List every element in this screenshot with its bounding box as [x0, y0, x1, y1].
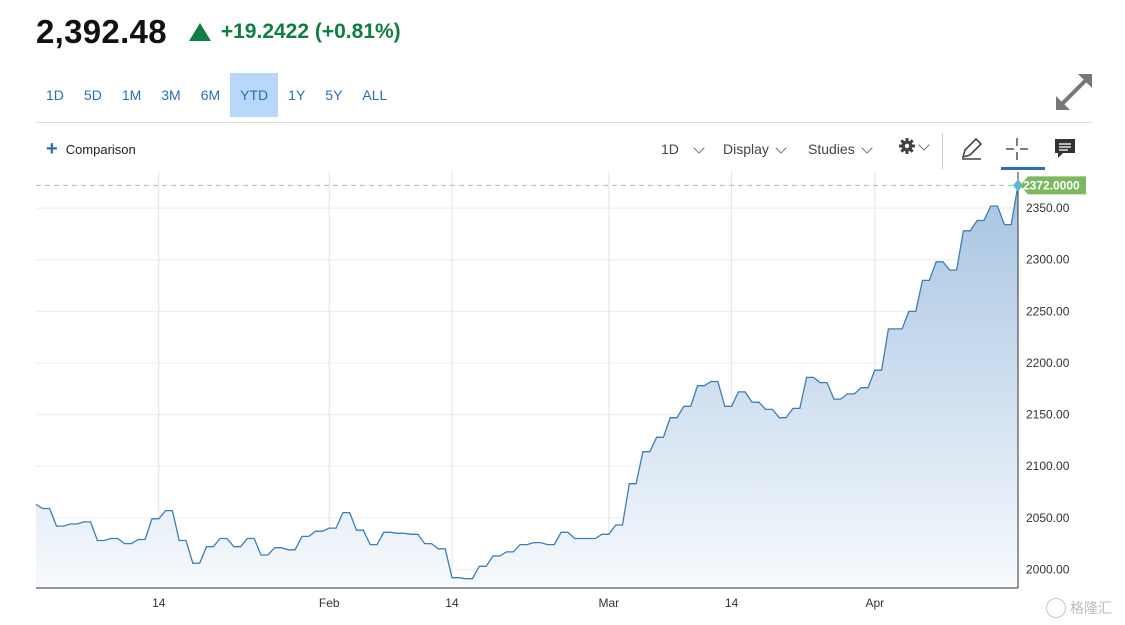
range-button-1y[interactable]: 1Y [288, 87, 306, 103]
comment-icon[interactable] [1051, 135, 1079, 163]
range-button-5d[interactable]: 5D [83, 87, 102, 103]
x-tick-label: 14 [152, 596, 166, 610]
comparison-button[interactable]: + Comparison [46, 138, 136, 160]
y-tick-label: 2050.00 [1026, 511, 1070, 525]
y-tick-label: 2350.00 [1026, 201, 1070, 215]
range-button-1d[interactable]: 1D [46, 87, 64, 103]
comparison-label: Comparison [65, 141, 136, 157]
crosshair-icon[interactable] [1003, 135, 1031, 163]
x-tick-label: 14 [445, 596, 459, 610]
x-tick-label: Feb [319, 596, 340, 610]
last-point-marker [1013, 179, 1023, 192]
x-tick-label: 14 [725, 596, 739, 610]
y-tick-label: 2300.00 [1026, 253, 1070, 267]
range-button-1m[interactable]: 1M [121, 87, 142, 103]
y-tick-label: 2100.00 [1026, 459, 1070, 473]
watermark: 格隆汇 [1046, 598, 1112, 618]
range-button-ytd[interactable]: YTD [230, 73, 279, 117]
display-dropdown[interactable]: Display [723, 141, 787, 157]
price-line [35, 185, 1019, 580]
pencil-icon[interactable] [957, 135, 985, 163]
watermark-logo-icon [1046, 598, 1066, 618]
y-tick-label: 2150.00 [1026, 408, 1070, 422]
y-tick-label: 2000.00 [1026, 562, 1070, 576]
active-tool-indicator [1001, 167, 1045, 170]
display-label: Display [723, 141, 769, 157]
last-value-label: 2372.0000 [1023, 178, 1080, 192]
x-tick-label: Mar [598, 596, 619, 610]
range-button-3m[interactable]: 3M [161, 87, 181, 103]
y-tick-label: 2250.00 [1026, 304, 1070, 318]
expand-icon[interactable] [1054, 72, 1094, 112]
price-area [36, 185, 1018, 588]
studies-dropdown[interactable]: Studies [808, 141, 873, 157]
plus-icon: + [46, 138, 58, 160]
last-price: 2,392.48 [36, 13, 167, 50]
range-button-all[interactable]: ALL [362, 87, 388, 103]
settings-dropdown[interactable] [898, 137, 930, 155]
time-range-selector: 1D 5D 1M 3M 6M YTD 1Y 5Y ALL [36, 73, 397, 117]
chart-toolbar: + Comparison 1D Display Studies [36, 122, 1092, 173]
studies-label: Studies [808, 141, 855, 157]
interval-dropdown[interactable]: 1D [661, 141, 705, 157]
gear-icon [899, 138, 915, 154]
toolbar-divider [942, 133, 943, 169]
y-tick-label: 2200.00 [1026, 356, 1070, 370]
price-change: +19.2422 (+0.81%) [220, 20, 401, 43]
axes: 2000.00 2050.00 2100.00 2150.00 2200.00 2250.… [36, 172, 1086, 610]
last-value-badge [1020, 176, 1086, 195]
range-button-5y[interactable]: 5Y [325, 87, 343, 103]
quote-header: 2,392.48 +19.2422 (+0.81%) [36, 12, 401, 52]
interval-label: 1D [661, 141, 679, 157]
up-arrow-icon [188, 23, 211, 41]
x-tick-label: Apr [865, 596, 884, 610]
watermark-text: 格隆汇 [1070, 600, 1112, 616]
range-button-6m[interactable]: 6M [200, 87, 221, 103]
